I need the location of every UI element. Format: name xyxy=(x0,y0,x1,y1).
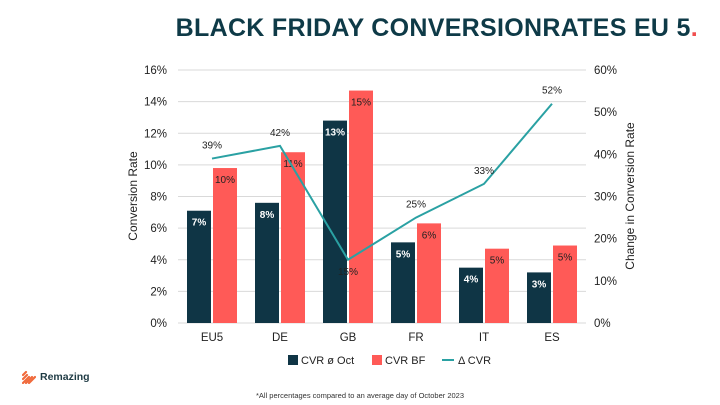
bar-cvr-oct xyxy=(527,272,551,323)
data-label-delta-cvr: 52% xyxy=(542,86,562,97)
y-tick-label: 2% xyxy=(150,286,167,298)
y2-tick-label: 10% xyxy=(594,276,617,288)
legend-label-delta-cvr: Δ CVR xyxy=(458,355,491,367)
data-label-cvr-oct: 8% xyxy=(260,210,275,221)
legend-swatch-cvr-bf xyxy=(372,355,382,365)
brand-name: Remazing xyxy=(40,371,90,383)
y2-tick-label: 20% xyxy=(594,234,617,246)
x-tick-label: GB xyxy=(340,332,357,344)
brand-logo: Remazing xyxy=(22,370,90,384)
y2-tick-label: 50% xyxy=(594,107,617,119)
data-label-delta-cvr: 33% xyxy=(474,166,494,177)
remazing-logo-icon xyxy=(22,370,36,384)
y2-axis-title: Change in Conversion Rate xyxy=(623,122,637,270)
data-label-cvr-oct: 13% xyxy=(325,128,345,139)
data-label-cvr-bf: 5% xyxy=(490,256,505,267)
x-tick-label: EU5 xyxy=(201,332,223,344)
y-tick-label: 4% xyxy=(150,255,167,267)
y-tick-label: 14% xyxy=(144,97,167,109)
data-label-delta-cvr: 25% xyxy=(406,200,426,211)
bar-cvr-oct xyxy=(323,120,347,323)
bar-cvr-bf xyxy=(281,152,305,323)
x-tick-label: FR xyxy=(408,332,423,344)
title-dot: . xyxy=(690,14,698,42)
data-label-cvr-bf: 15% xyxy=(351,98,371,109)
data-label-delta-cvr: 15% xyxy=(338,267,358,278)
bar-cvr-bf xyxy=(553,245,577,323)
data-label-cvr-oct: 4% xyxy=(464,275,479,286)
data-label-cvr-bf: 6% xyxy=(422,230,437,241)
legend-label-cvr-bf: CVR BF xyxy=(385,355,426,367)
legend-swatch-cvr-oct xyxy=(288,355,298,365)
y-tick-label: 6% xyxy=(150,223,167,235)
y-tick-label: 12% xyxy=(144,128,167,140)
data-label-cvr-bf: 10% xyxy=(215,175,235,186)
y2-tick-label: 0% xyxy=(594,318,611,330)
y-tick-label: 10% xyxy=(144,160,167,172)
bar-cvr-bf xyxy=(349,90,373,324)
x-tick-label: IT xyxy=(479,332,489,344)
bar-cvr-oct xyxy=(391,242,415,323)
y-tick-label: 8% xyxy=(150,192,167,204)
data-label-cvr-oct: 7% xyxy=(192,218,207,229)
y2-tick-label: 60% xyxy=(594,65,617,77)
data-label-cvr-oct: 3% xyxy=(532,279,547,290)
x-tick-label: ES xyxy=(544,332,560,344)
data-label-delta-cvr: 39% xyxy=(202,141,222,152)
chart-title: BLACK FRIDAY CONVERSIONRATES EU 5. xyxy=(175,14,698,42)
y-tick-label: 16% xyxy=(144,65,167,77)
bar-cvr-oct xyxy=(459,267,483,323)
bar-cvr-oct xyxy=(187,210,211,323)
y-tick-label: 0% xyxy=(150,318,167,330)
legend-label-cvr-oct: CVR ø Oct xyxy=(301,355,354,367)
data-label-delta-cvr: 42% xyxy=(270,128,290,139)
y2-tick-label: 30% xyxy=(594,192,617,204)
y2-tick-label: 40% xyxy=(594,149,617,161)
x-tick-label: DE xyxy=(272,332,288,344)
data-label-cvr-bf: 11% xyxy=(283,159,302,170)
line-delta-cvr xyxy=(211,103,553,262)
data-label-cvr-oct: 5% xyxy=(396,249,411,260)
y-axis-title: Conversion Rate xyxy=(126,151,140,241)
data-label-cvr-bf: 5% xyxy=(558,253,573,264)
footnote: *All percentages compared to an average … xyxy=(255,391,465,400)
bar-cvr-bf xyxy=(213,168,237,323)
bar-cvr-bf xyxy=(485,248,509,323)
bar-cvr-bf xyxy=(417,223,441,323)
bar-cvr-oct xyxy=(255,202,279,323)
